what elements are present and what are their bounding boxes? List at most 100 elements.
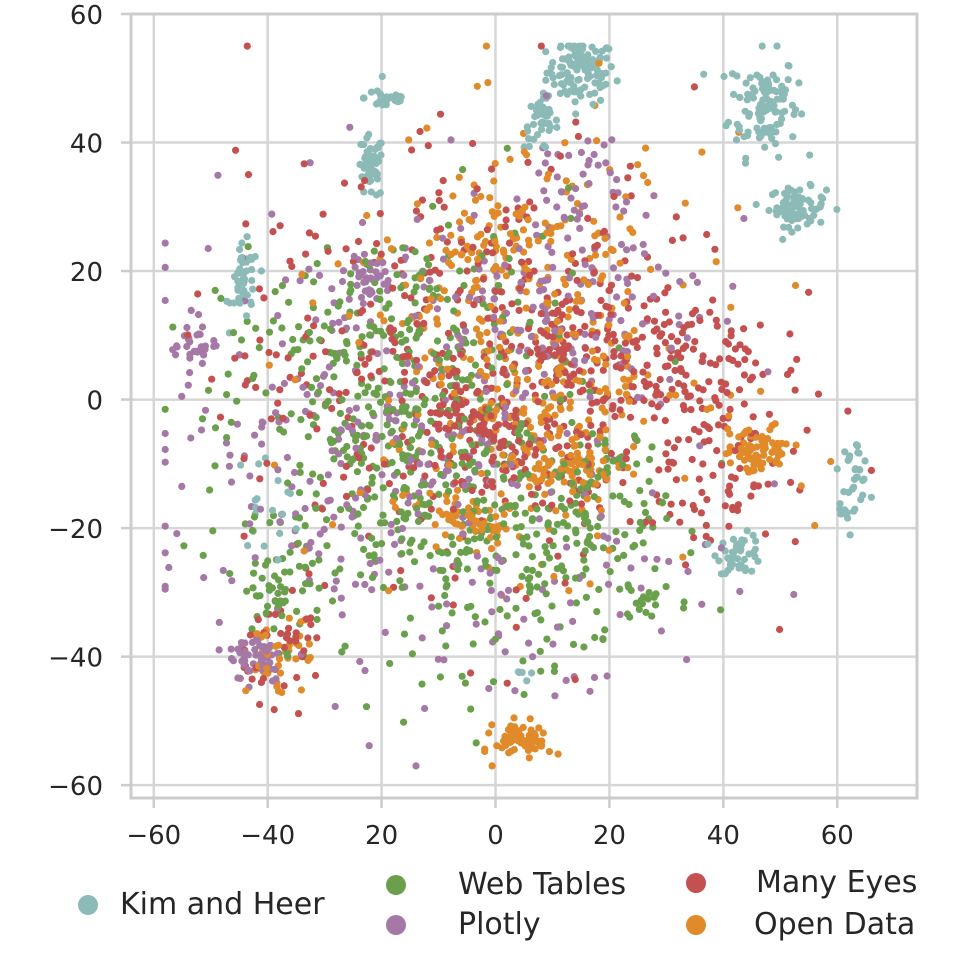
data-point-open-data xyxy=(591,251,600,259)
data-point-open-data xyxy=(447,231,455,239)
data-point-plotly xyxy=(576,210,584,218)
data-point-open-data xyxy=(473,276,481,284)
legend-label-kim-and-heer: Kim and Heer xyxy=(120,887,325,922)
data-point-web-tables xyxy=(496,605,504,614)
data-point-many-eyes xyxy=(436,402,444,410)
data-point-plotly xyxy=(584,137,592,145)
data-point-web-tables xyxy=(463,546,471,554)
data-point-open-data xyxy=(740,456,749,464)
data-point-many-eyes xyxy=(470,301,478,309)
data-point-web-tables xyxy=(433,337,442,345)
data-point-web-tables xyxy=(435,490,443,498)
data-point-many-eyes xyxy=(338,327,346,335)
data-point-web-tables xyxy=(425,499,433,507)
data-point-plotly xyxy=(579,170,587,178)
data-point-open-data xyxy=(496,343,504,351)
data-point-kim-and-heer xyxy=(837,510,845,518)
data-point-kim-and-heer xyxy=(292,525,300,533)
data-point-web-tables xyxy=(559,567,568,575)
data-point-open-data xyxy=(491,159,499,168)
data-point-web-tables xyxy=(441,591,449,600)
data-point-kim-and-heer xyxy=(779,235,787,244)
data-point-many-eyes xyxy=(746,376,754,384)
data-point-web-tables xyxy=(533,609,541,617)
data-point-open-data xyxy=(363,211,371,220)
data-point-many-eyes xyxy=(530,267,538,275)
data-point-kim-and-heer xyxy=(382,97,390,105)
data-point-kim-and-heer xyxy=(746,74,754,82)
data-point-plotly xyxy=(444,466,452,475)
data-point-web-tables xyxy=(323,542,331,550)
data-point-many-eyes xyxy=(667,500,675,508)
data-point-open-data xyxy=(521,264,529,273)
data-point-many-eyes xyxy=(572,118,580,126)
data-points xyxy=(161,42,876,770)
data-point-kim-and-heer xyxy=(785,62,793,70)
data-point-many-eyes xyxy=(462,384,470,392)
data-point-plotly xyxy=(612,203,620,211)
data-point-web-tables xyxy=(402,389,410,397)
data-point-many-eyes xyxy=(451,574,459,582)
data-point-web-tables xyxy=(377,398,385,406)
data-point-many-eyes xyxy=(641,518,650,526)
data-point-kim-and-heer xyxy=(767,123,775,132)
data-point-web-tables xyxy=(495,353,504,361)
data-point-web-tables xyxy=(594,473,602,481)
data-point-plotly xyxy=(533,231,541,239)
data-point-open-data xyxy=(380,317,388,325)
data-point-plotly xyxy=(473,552,481,560)
data-point-many-eyes xyxy=(563,344,571,352)
data-point-many-eyes xyxy=(525,271,534,279)
data-point-web-tables xyxy=(442,642,450,650)
data-point-web-tables xyxy=(566,390,574,399)
data-point-open-data xyxy=(334,260,342,268)
data-point-many-eyes xyxy=(741,345,749,353)
data-point-kim-and-heer xyxy=(247,300,255,309)
data-point-open-data xyxy=(630,326,638,335)
data-point-many-eyes xyxy=(498,394,506,402)
data-point-kim-and-heer xyxy=(761,143,769,151)
data-point-web-tables xyxy=(413,504,421,512)
data-point-open-data xyxy=(573,449,582,457)
data-point-open-data xyxy=(566,398,575,406)
data-point-open-data xyxy=(520,409,528,417)
data-point-open-data xyxy=(443,497,451,506)
data-point-many-eyes xyxy=(300,160,308,168)
data-point-open-data xyxy=(513,375,521,383)
data-point-open-data xyxy=(450,389,458,397)
data-point-plotly xyxy=(161,522,169,530)
data-point-web-tables xyxy=(458,672,466,680)
data-point-kim-and-heer xyxy=(795,79,803,87)
data-point-open-data xyxy=(560,478,568,486)
data-point-open-data xyxy=(586,449,594,457)
data-point-web-tables xyxy=(601,440,609,448)
data-point-plotly xyxy=(381,268,389,276)
legend-item-open-data: Open Data xyxy=(686,908,915,942)
data-point-web-tables xyxy=(262,609,270,617)
data-point-web-tables xyxy=(452,327,460,335)
data-point-open-data xyxy=(445,516,453,524)
data-point-web-tables xyxy=(517,494,525,502)
data-point-many-eyes xyxy=(512,406,520,414)
data-point-many-eyes xyxy=(605,331,613,340)
data-point-web-tables xyxy=(386,659,394,668)
data-point-web-tables xyxy=(480,496,488,504)
data-point-kim-and-heer xyxy=(766,104,774,112)
data-point-many-eyes xyxy=(505,422,513,430)
data-point-web-tables xyxy=(633,460,641,468)
data-point-web-tables xyxy=(324,397,332,405)
data-point-many-eyes xyxy=(715,401,723,409)
data-point-many-eyes xyxy=(545,345,554,354)
data-point-many-eyes xyxy=(503,679,511,687)
data-point-open-data xyxy=(433,233,441,242)
data-point-many-eyes xyxy=(702,532,710,541)
data-point-web-tables xyxy=(569,640,578,649)
data-point-open-data xyxy=(526,423,535,431)
data-point-web-tables xyxy=(226,570,234,578)
data-point-many-eyes xyxy=(678,329,687,337)
data-point-plotly xyxy=(482,387,490,396)
data-point-many-eyes xyxy=(271,610,279,619)
data-point-web-tables xyxy=(565,184,573,192)
data-point-many-eyes xyxy=(650,414,658,422)
data-point-many-eyes xyxy=(678,499,687,507)
